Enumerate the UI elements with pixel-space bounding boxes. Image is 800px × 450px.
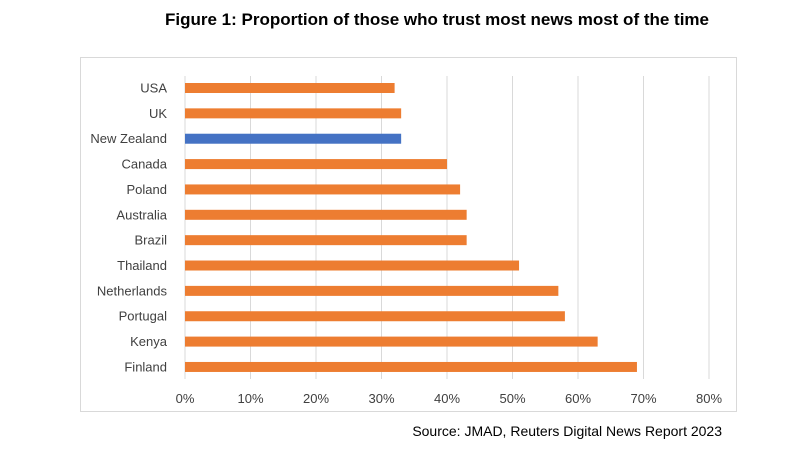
bar: [185, 184, 461, 195]
bar: [185, 159, 447, 170]
bar: [185, 83, 395, 93]
bar: [185, 209, 467, 220]
category-label: Brazil: [134, 233, 167, 248]
bar: [185, 311, 565, 322]
category-label: Poland: [127, 182, 167, 197]
x-tick-label: 40%: [434, 391, 460, 406]
x-tick-label: 0%: [176, 391, 195, 406]
chart-title: Figure 1: Proportion of those who trust …: [164, 10, 710, 29]
category-label: Canada: [121, 157, 167, 172]
x-tick-label: 80%: [696, 391, 722, 406]
bar: [185, 235, 467, 246]
bar-chart: 0% 10% 20% 30% 40% 50% 60% 70% 80% USA UK New Zeala…: [90, 76, 722, 406]
chart-area: 0% 10% 20% 30% 40% 50% 60% 70% 80% USA UK New Zeala…: [80, 57, 737, 412]
category-label: Finland: [124, 359, 167, 374]
category-label: Portugal: [119, 309, 168, 324]
x-tick-label: 20%: [303, 391, 329, 406]
category-label: Australia: [116, 207, 167, 222]
category-label: USA: [140, 81, 167, 96]
category-label: Thailand: [117, 258, 167, 273]
category-label: New Zealand: [90, 131, 167, 146]
category-label: Kenya: [130, 334, 168, 349]
category-label: UK: [149, 106, 167, 121]
x-tick-label: 10%: [237, 391, 263, 406]
x-tick-label: 60%: [565, 391, 591, 406]
x-tick-label: 30%: [368, 391, 394, 406]
bar: [185, 108, 402, 119]
bar: [185, 361, 637, 372]
bar: [185, 285, 559, 296]
bar: [185, 260, 520, 271]
category-label: Netherlands: [97, 283, 168, 298]
x-tick-label: 50%: [499, 391, 525, 406]
x-tick-label: 70%: [630, 391, 656, 406]
source-note: Source: JMAD, Reuters Digital News Repor…: [412, 423, 722, 439]
bar-highlight: [185, 133, 402, 144]
bar: [185, 336, 598, 347]
